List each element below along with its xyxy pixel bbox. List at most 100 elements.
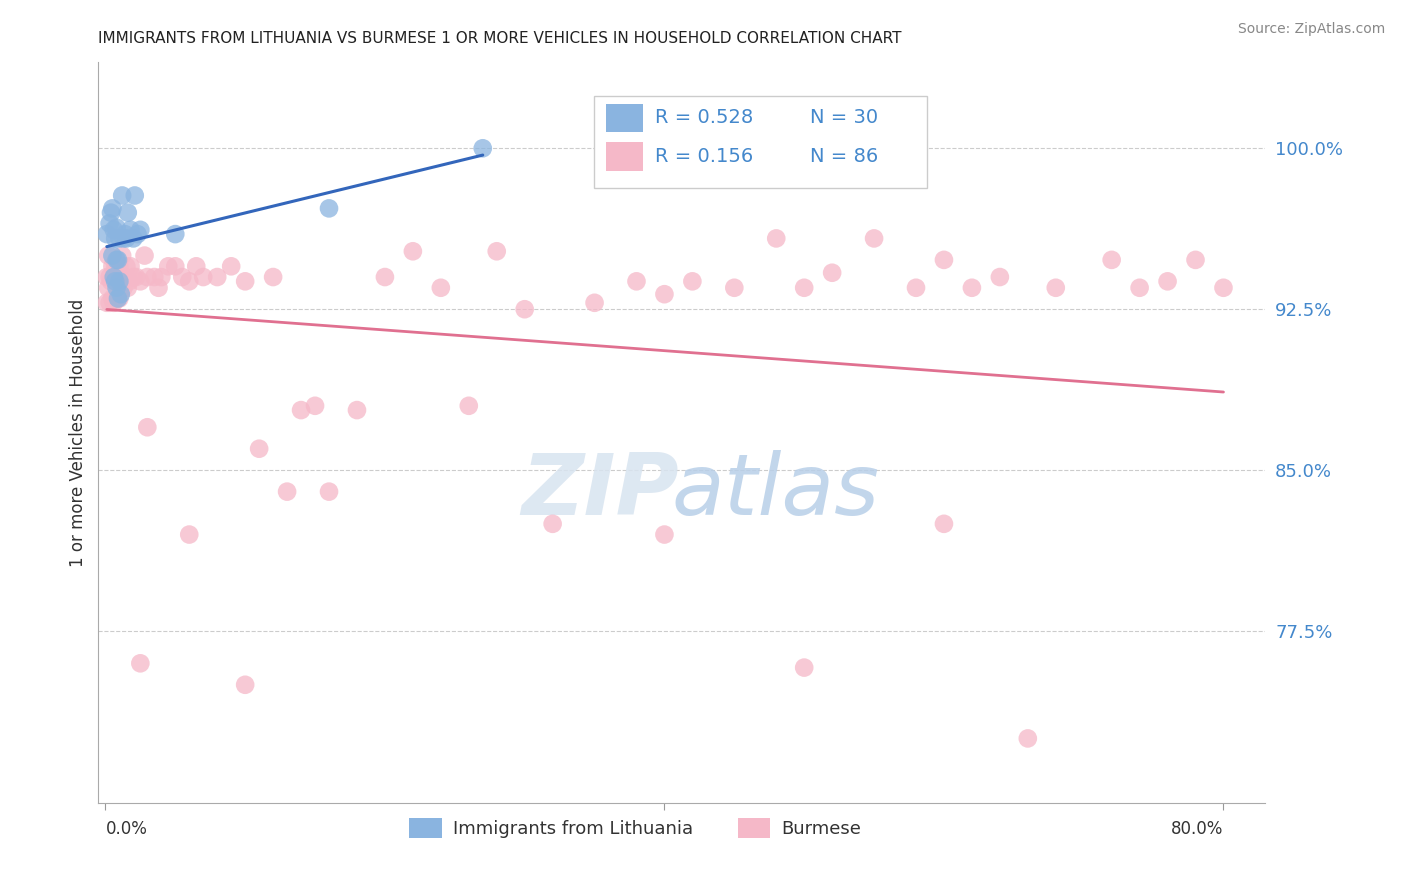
Point [110, 270, 132, 285]
Point [105, 281, 128, 295]
Point [205, 270, 228, 285]
Point [457, 399, 479, 413]
Point [821, 266, 844, 280]
Point [374, 270, 396, 285]
Point [318, 484, 340, 499]
Point [104, 231, 127, 245]
Point [150, 270, 173, 285]
Point [122, 231, 145, 245]
Point [98, 295, 121, 310]
Point [1017, 731, 1039, 746]
Point [513, 302, 536, 317]
Point [97, 249, 120, 263]
Point [120, 223, 142, 237]
Point [118, 274, 141, 288]
Point [111, 249, 134, 263]
Point [143, 270, 166, 285]
Point [111, 274, 134, 288]
Point [247, 442, 270, 456]
Point [318, 202, 340, 216]
Point [485, 244, 508, 259]
Point [193, 270, 215, 285]
Point [107, 252, 129, 267]
Point [129, 223, 152, 237]
Point [103, 295, 125, 310]
Point [904, 281, 927, 295]
Point [681, 274, 703, 288]
Point [103, 223, 125, 237]
Text: N = 86: N = 86 [810, 147, 879, 166]
Point [654, 287, 676, 301]
Point [134, 249, 156, 263]
Point [793, 281, 815, 295]
Point [120, 260, 142, 274]
Point [136, 420, 159, 434]
Point [114, 270, 136, 285]
Point [136, 270, 159, 285]
Text: R = 0.156: R = 0.156 [655, 147, 754, 166]
Point [346, 403, 368, 417]
Point [304, 399, 326, 413]
Point [127, 227, 149, 241]
Point [96, 227, 118, 241]
Point [165, 260, 187, 274]
Point [430, 281, 453, 295]
Point [112, 281, 135, 295]
Point [654, 527, 676, 541]
Point [101, 292, 124, 306]
FancyBboxPatch shape [606, 143, 644, 170]
Point [100, 205, 122, 219]
Point [402, 244, 425, 259]
Point [932, 516, 955, 531]
FancyBboxPatch shape [595, 95, 927, 188]
Point [541, 516, 564, 531]
Point [104, 260, 127, 274]
Point [96, 270, 118, 285]
Text: ZIP: ZIP [522, 450, 679, 533]
Point [1156, 274, 1178, 288]
Point [1101, 252, 1123, 267]
Point [960, 281, 983, 295]
Point [129, 274, 152, 288]
Point [103, 270, 125, 285]
Point [626, 274, 648, 288]
Point [290, 403, 312, 417]
Point [129, 657, 152, 671]
Point [148, 281, 170, 295]
Point [165, 227, 187, 241]
Text: atlas: atlas [671, 450, 879, 533]
Point [105, 292, 128, 306]
Point [105, 220, 128, 235]
Point [96, 295, 118, 310]
Point [114, 227, 136, 241]
Point [233, 678, 256, 692]
Point [117, 205, 139, 219]
FancyBboxPatch shape [606, 103, 644, 132]
Point [108, 292, 131, 306]
Point [112, 231, 135, 245]
Point [471, 141, 494, 155]
Point [988, 270, 1011, 285]
Point [105, 252, 128, 267]
Y-axis label: 1 or more Vehicles in Household: 1 or more Vehicles in Household [69, 299, 87, 566]
Point [1045, 281, 1067, 295]
Point [863, 231, 886, 245]
Point [1212, 281, 1234, 295]
Point [108, 260, 131, 274]
Point [104, 274, 127, 288]
Point [157, 260, 180, 274]
Point [110, 287, 132, 301]
Point [125, 270, 148, 285]
Point [115, 231, 138, 245]
Point [107, 274, 129, 288]
Point [97, 281, 120, 295]
Text: R = 0.528: R = 0.528 [655, 109, 754, 128]
Text: Source: ZipAtlas.com: Source: ZipAtlas.com [1237, 22, 1385, 37]
Point [186, 260, 208, 274]
Text: 0.0%: 0.0% [105, 820, 148, 838]
Point [723, 281, 745, 295]
Text: 80.0%: 80.0% [1171, 820, 1223, 838]
Point [276, 484, 298, 499]
Point [107, 292, 129, 306]
Point [105, 260, 128, 274]
